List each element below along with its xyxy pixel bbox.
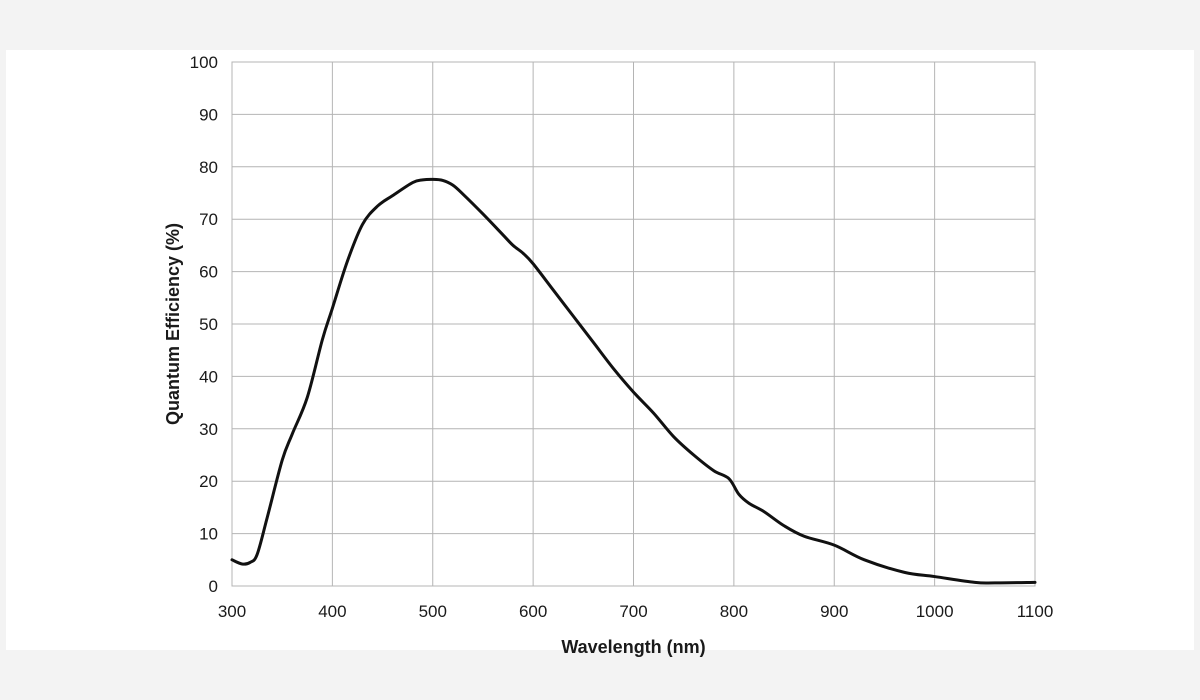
x-tick-label: 600 [519,602,547,621]
y-tick-label: 40 [199,367,218,386]
grid [231,61,1036,587]
x-tick-label: 1000 [916,602,954,621]
y-tick-label: 70 [199,210,218,229]
y-tick-label: 0 [209,577,218,596]
y-tick-label: 50 [199,315,218,334]
x-tick-label: 500 [419,602,447,621]
y-axis-title: Quantum Efficiency (%) [163,223,183,425]
x-tick-label: 1100 [1017,602,1054,621]
y-axis-ticks: 0 10 20 30 40 50 60 70 80 90 100 [190,53,218,596]
y-tick-label: 20 [199,472,218,491]
y-tick-label: 60 [199,263,218,282]
y-tick-label: 30 [199,420,218,439]
x-tick-label: 400 [318,602,346,621]
y-tick-label: 90 [199,105,218,124]
x-tick-label: 800 [720,602,748,621]
qe-series-line [230,177,1037,585]
plot-area [231,61,1036,587]
y-tick-label: 10 [199,525,218,544]
series [230,177,1037,585]
x-tick-label: 900 [820,602,848,621]
x-tick-label: 300 [218,602,246,621]
y-tick-label: 100 [190,53,218,72]
x-axis-title: Wavelength (nm) [561,637,705,657]
x-axis-ticks: 300 400 500 600 700 800 900 1000 1100 [218,602,1053,621]
x-tick-label: 700 [619,602,647,621]
y-tick-label: 80 [199,158,218,177]
